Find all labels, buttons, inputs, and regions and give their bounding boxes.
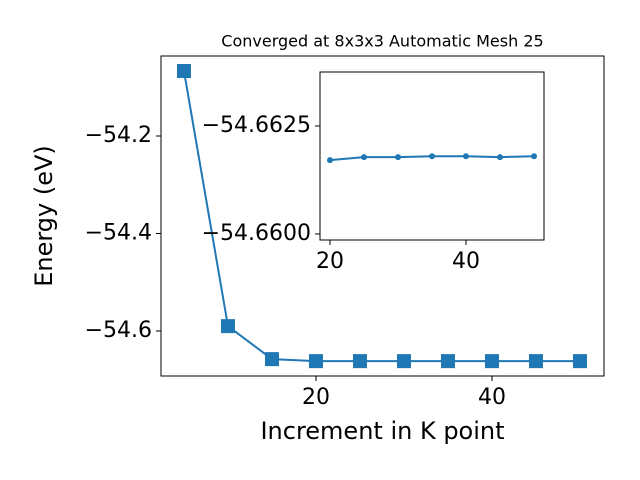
- y-tick-label: −54.6600: [202, 221, 311, 246]
- marker: [497, 154, 504, 161]
- marker: [220, 319, 235, 334]
- x-axis-label: Increment in K point: [260, 417, 504, 445]
- y-tick-label: −54.4: [85, 221, 152, 246]
- marker: [394, 154, 401, 161]
- marker: [264, 352, 279, 367]
- marker: [528, 354, 543, 369]
- y-axis-label: Energy (eV): [30, 145, 58, 287]
- marker: [429, 153, 435, 160]
- x-tick-label: 20: [302, 385, 330, 410]
- marker: [440, 354, 455, 369]
- marker: [176, 64, 191, 79]
- marker: [326, 157, 333, 164]
- marker: [572, 354, 587, 369]
- marker: [531, 153, 538, 160]
- marker: [396, 354, 411, 369]
- marker: [484, 354, 499, 369]
- x-tick-label: 40: [452, 249, 480, 274]
- marker: [360, 154, 367, 161]
- marker: [463, 153, 470, 160]
- marker: [352, 354, 367, 369]
- y-tick-label: −54.2: [85, 123, 152, 148]
- chart-title: Converged at 8x3x3 Automatic Mesh 25: [221, 32, 543, 51]
- y-tick-label: −54.6625: [202, 113, 311, 138]
- x-tick-label: 40: [478, 385, 506, 410]
- x-tick-label: 20: [316, 249, 344, 274]
- line: [182, 70, 580, 363]
- marker: [308, 354, 323, 369]
- y-tick-label: −54.6: [85, 318, 152, 343]
